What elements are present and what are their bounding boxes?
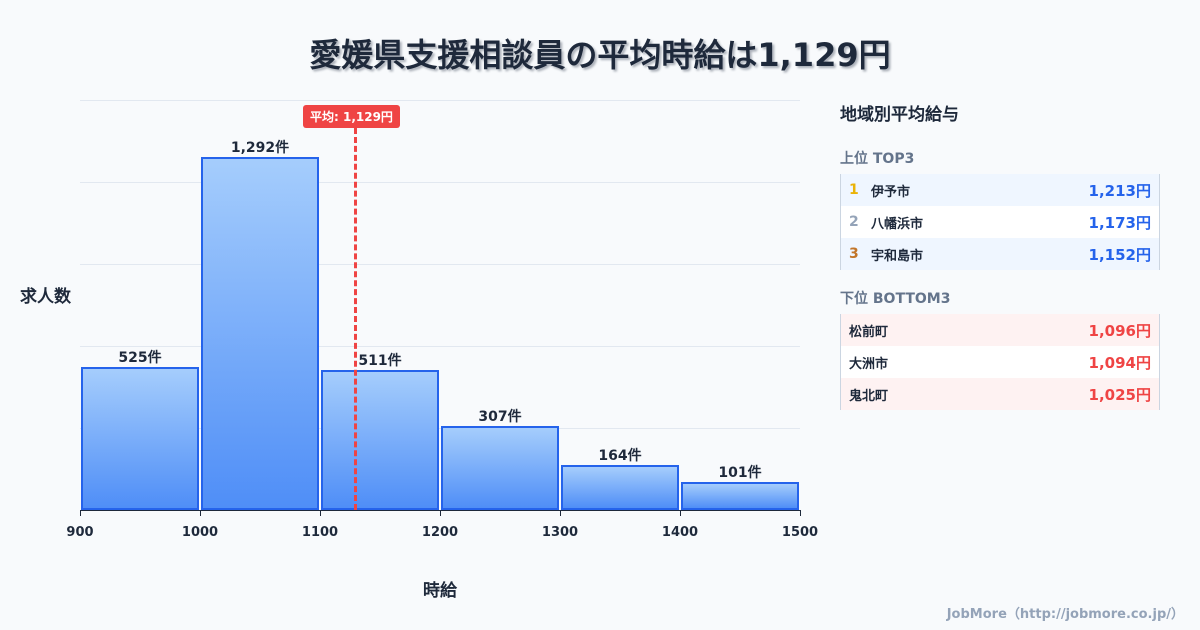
histogram-bar xyxy=(81,366,199,510)
bottom3-list: 松前町 1,096円 大洲市 1,094円 鬼北町 1,025円 xyxy=(840,314,1160,410)
top3-list: 1 伊予市 1,213円 2 八幡浜市 1,173円 3 宇和島市 1,152円 xyxy=(840,174,1160,270)
panel-title: 地域別平均給与 xyxy=(840,105,959,125)
histogram-bar xyxy=(201,156,319,510)
x-tick xyxy=(440,510,441,516)
rank-number: 3 xyxy=(849,246,859,262)
region-name: 伊予市 xyxy=(871,184,911,200)
x-tick-label: 1400 xyxy=(661,525,699,540)
gridline xyxy=(80,100,800,101)
regional-salary-panel: 地域別平均給与 上位 TOP3 1 伊予市 1,213円 2 八幡浜市 1,17… xyxy=(840,100,1160,410)
gridline xyxy=(80,428,800,429)
histogram-bar xyxy=(561,465,679,510)
x-tick xyxy=(560,510,561,516)
region-name: 八幡浜市 xyxy=(871,216,924,232)
bar-value-label: 1,292件 xyxy=(230,139,290,156)
x-tick xyxy=(800,510,801,516)
region-value: 1,025円 xyxy=(1088,385,1151,404)
rank-number: 2 xyxy=(849,214,859,230)
bottom3-title: 下位 BOTTOM3 xyxy=(840,291,951,307)
list-item: 3 宇和島市 1,152円 xyxy=(841,238,1159,270)
region-name: 松前町 xyxy=(849,324,889,340)
x-tick xyxy=(200,510,201,516)
histogram-bar xyxy=(321,370,439,510)
average-badge: 平均: 1,129円 xyxy=(303,105,400,128)
x-tick-label: 1200 xyxy=(421,525,459,540)
bar-value-label: 525件 xyxy=(118,349,162,366)
x-tick xyxy=(680,510,681,516)
region-value: 1,152円 xyxy=(1088,245,1151,264)
x-tick xyxy=(320,510,321,516)
histogram-bar xyxy=(681,482,799,510)
x-tick-label: 1300 xyxy=(541,525,579,540)
rank-number: 1 xyxy=(849,182,859,198)
y-axis-label: 求人数 xyxy=(20,287,71,307)
page-title: 愛媛県支援相談員の平均時給は1,129円 xyxy=(309,36,891,74)
region-value: 1,213円 xyxy=(1088,181,1151,200)
x-tick xyxy=(80,510,81,516)
x-tick-label: 900 xyxy=(66,525,94,540)
list-item: 1 伊予市 1,213円 xyxy=(841,174,1159,206)
histogram-chart: 求人数 時給 平均: 1,129円 525件 1,292件 511件 307件 164件… xyxy=(20,100,818,601)
region-name: 宇和島市 xyxy=(871,248,924,264)
bar-value-label: 101件 xyxy=(718,465,762,482)
gridline xyxy=(80,346,800,347)
top3-title: 上位 TOP3 xyxy=(840,151,915,167)
x-tick-label: 1500 xyxy=(781,525,819,540)
list-item: 大洲市 1,094円 xyxy=(841,346,1159,378)
footer-credit: JobMore（http://jobmore.co.jp/） xyxy=(946,607,1184,622)
gridline xyxy=(80,182,800,183)
region-value: 1,173円 xyxy=(1088,213,1151,232)
list-item: 松前町 1,096円 xyxy=(841,314,1159,346)
list-item: 鬼北町 1,025円 xyxy=(841,378,1159,410)
region-value: 1,094円 xyxy=(1088,353,1151,372)
region-value: 1,096円 xyxy=(1088,321,1151,340)
region-name: 鬼北町 xyxy=(849,388,889,404)
gridline xyxy=(80,264,800,265)
region-name: 大洲市 xyxy=(849,356,889,372)
bar-value-label: 164件 xyxy=(598,448,642,465)
x-axis-label: 時給 xyxy=(423,581,457,601)
x-tick-label: 1100 xyxy=(301,525,339,540)
average-line xyxy=(353,128,357,510)
bar-value-label: 511件 xyxy=(358,353,402,370)
list-item: 2 八幡浜市 1,173円 xyxy=(841,206,1159,238)
bar-value-label: 307件 xyxy=(478,409,522,426)
histogram-bar xyxy=(441,426,559,510)
x-tick-label: 1000 xyxy=(181,525,219,540)
